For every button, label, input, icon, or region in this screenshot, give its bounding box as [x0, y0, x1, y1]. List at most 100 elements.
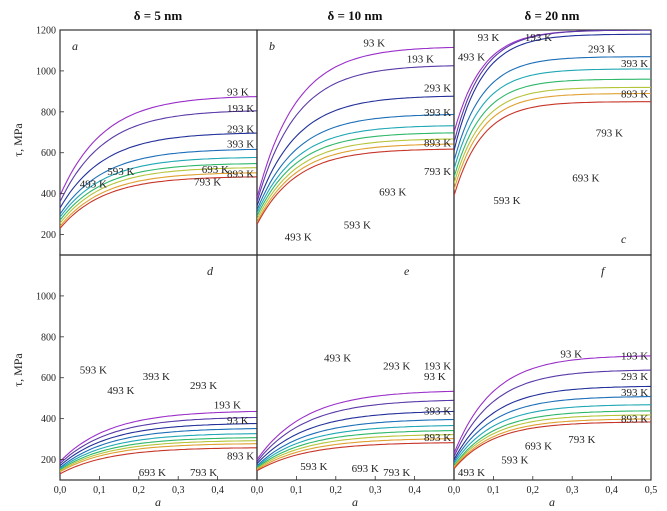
y-tick-label: 800 [41, 332, 56, 343]
x-axis-label-2: a [352, 495, 358, 509]
curve-label-b-793K: 793 K [424, 166, 451, 178]
curve-f-293K [454, 385, 651, 460]
panel-letter-e: e [404, 264, 410, 278]
curve-label-e-293K: 293 K [383, 361, 410, 373]
curve-label-c-393K: 393 K [621, 58, 648, 70]
x-tick-label: 0,2 [527, 485, 540, 496]
curve-label-e-93K: 93 K [424, 371, 446, 383]
curve-b-493K [257, 125, 454, 214]
curve-e-593K [257, 430, 454, 469]
curve-label-a-693K: 693 K [202, 164, 229, 176]
x-axis-label-1: a [155, 495, 161, 509]
curve-e-493K [257, 424, 454, 468]
y-tick-label: 200 [41, 455, 56, 466]
curve-e-793K [257, 438, 454, 471]
curve-label-e-193K: 193 K [424, 361, 451, 373]
curve-c-393K [454, 56, 651, 162]
curve-e-893K [257, 442, 454, 472]
curve-label-b-693K: 693 K [379, 187, 406, 199]
x-tick-label: 0,2 [133, 485, 146, 496]
curve-label-a-293K: 293 K [227, 123, 254, 135]
curve-label-e-793K: 793 K [383, 467, 410, 479]
y-axis-label-bottom: τ, MPa [11, 353, 25, 387]
y-tick-label: 1200 [36, 26, 56, 37]
curve-label-b-93K: 93 K [363, 37, 385, 49]
x-tick-label: 0,5 [645, 485, 658, 496]
curve-label-f-793K: 793 K [568, 434, 595, 446]
curve-d-493K [60, 433, 257, 470]
curve-label-d-93K: 93 K [227, 415, 249, 427]
curve-label-c-493K: 493 K [458, 52, 485, 64]
curve-d-793K [60, 443, 257, 473]
curve-label-a-193K: 193 K [227, 103, 254, 115]
curve-e-193K [257, 399, 454, 462]
y-tick-label: 200 [41, 230, 56, 241]
column-title-5nm: δ = 5 nm [134, 8, 183, 23]
curve-label-a-93K: 93 K [227, 87, 249, 99]
curve-d-893K [60, 447, 257, 475]
curve-b-793K [257, 143, 454, 223]
curve-e-293K [257, 410, 454, 464]
curve-c-693K [454, 86, 651, 184]
curve-e-693K [257, 434, 454, 470]
curve-d-393K [60, 428, 257, 469]
curve-f-693K [454, 414, 651, 468]
curves-f [454, 355, 651, 470]
curve-b-393K [257, 113, 454, 211]
curve-c-893K [454, 101, 651, 196]
x-tick-label: 0,0 [448, 485, 461, 496]
curve-d-93K [60, 410, 257, 462]
curve-label-f-393K: 393 K [621, 387, 648, 399]
curve-label-a-393K: 393 K [227, 139, 254, 151]
curve-c-93K [454, 30, 651, 133]
x-axis-label-3: a [549, 495, 555, 509]
curve-a-693K [60, 167, 257, 224]
curve-b-693K [257, 138, 454, 220]
curve-label-b-193K: 193 K [407, 54, 434, 66]
x-tick-label: 0,1 [290, 485, 303, 496]
curve-b-893K [257, 148, 454, 225]
curve-a-393K [60, 148, 257, 215]
curve-label-c-293K: 293 K [588, 44, 615, 56]
x-tick-label: 0,0 [251, 485, 264, 496]
curve-label-b-493K: 493 K [285, 232, 312, 244]
curve-label-f-193K: 193 K [621, 350, 648, 362]
curves-b [257, 46, 454, 225]
y-axis-label-top: τ, MPa [11, 123, 25, 157]
curve-label-f-493K: 493 K [458, 467, 485, 479]
curve-c-593K [454, 78, 651, 178]
curve-label-f-93K: 93 K [560, 348, 582, 360]
curve-c-793K [454, 92, 651, 190]
curve-f-593K [454, 410, 651, 467]
curves-d [60, 410, 257, 475]
x-tick-label: 0,2 [330, 485, 343, 496]
curve-label-a-593K: 593 K [107, 166, 134, 178]
curve-label-e-593K: 593 K [300, 461, 327, 473]
x-tick-label: 0,0 [54, 485, 67, 496]
curve-label-b-293K: 293 K [424, 82, 451, 94]
curve-a-893K [60, 176, 257, 229]
curve-label-d-293K: 293 K [190, 380, 217, 392]
curve-b-293K [257, 95, 454, 207]
curve-label-a-893K: 893 K [227, 168, 254, 180]
curve-label-c-793K: 793 K [596, 127, 623, 139]
x-tick-label: 0,4 [605, 485, 618, 496]
curve-label-c-93K: 93 K [478, 32, 500, 44]
curve-label-f-693K: 693 K [525, 440, 552, 452]
curve-label-e-693K: 693 K [352, 463, 379, 475]
x-tick-label: 0,1 [93, 485, 106, 496]
x-tick-label: 0,3 [566, 485, 579, 496]
y-tick-label: 600 [41, 373, 56, 384]
curve-d-693K [60, 440, 257, 472]
curve-b-593K [257, 132, 454, 217]
curve-label-d-893K: 893 K [227, 451, 254, 463]
x-tick-label: 0,4 [211, 485, 224, 496]
x-tick-label: 0,3 [172, 485, 185, 496]
curves-c [454, 30, 651, 196]
column-titles: δ = 5 nm δ = 10 nm δ = 20 nm [134, 8, 580, 23]
curve-f-393K [454, 396, 651, 462]
panel-b: 93 K 193 K 293 K 393 K 493 K 593 K 693 K 793 K 8… [256, 29, 455, 256]
panel-frame-f [453, 254, 652, 481]
curve-label-c-593K: 593 K [493, 195, 520, 207]
